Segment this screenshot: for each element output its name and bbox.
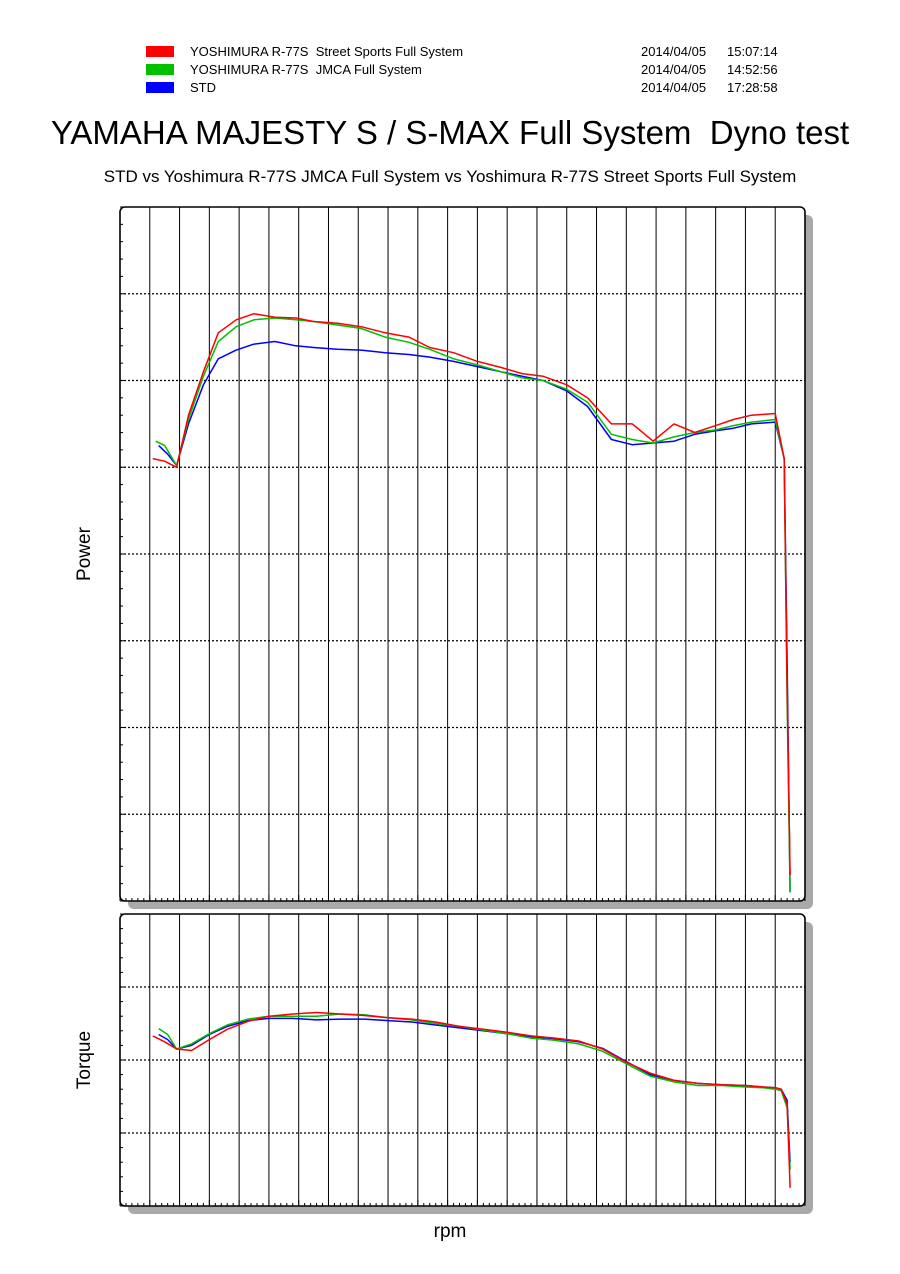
chart-title: YAMAHA MAJESTY S / S-MAX Full System Dyn… [50, 114, 850, 151]
torque-plot-panel [120, 914, 805, 1206]
torque-series-green [158, 1013, 791, 1170]
legend: YOSHIMURA R-77S Street Sports Full Syste… [0, 0, 900, 100]
legend-series-name: STD [190, 80, 216, 95]
torque-axis-label: Torque [74, 1030, 95, 1090]
panel-border [119, 206, 806, 902]
panel-border [119, 913, 806, 1207]
legend-time: 17:28:58 [727, 80, 778, 95]
legend-series-name: YOSHIMURA R-77S Street Sports Full Syste… [190, 44, 464, 59]
rpm-axis-label: rpm [433, 1221, 467, 1242]
legend-date: 2014/04/05 [641, 80, 707, 95]
legend-date: 2014/04/05 [641, 44, 707, 59]
power-axis-label: Power [74, 527, 95, 581]
legend-item: YOSHIMURA R-77S JMCA Full System 2014/04… [0, 61, 900, 79]
torque-series-red [152, 1011, 791, 1188]
legend-series-name: YOSHIMURA R-77S JMCA Full System [190, 62, 422, 77]
legend-swatch [146, 46, 174, 57]
power-series-red [152, 312, 791, 876]
legend-item: YOSHIMURA R-77S Street Sports Full Syste… [0, 43, 900, 61]
legend-time: 14:52:56 [727, 62, 778, 77]
legend-time: 15:07:14 [727, 44, 778, 59]
power-plot-panel [120, 207, 805, 901]
power-series-green [155, 317, 791, 893]
power-series-blue [158, 340, 791, 893]
legend-swatch [146, 64, 174, 75]
legend-swatch [146, 82, 174, 93]
legend-date: 2014/04/05 [641, 62, 707, 77]
chart-subtitle: STD vs Yoshimura R-77S JMCA Full System … [103, 167, 797, 186]
legend-item: STD 2014/04/05 17:28:58 [0, 79, 900, 97]
